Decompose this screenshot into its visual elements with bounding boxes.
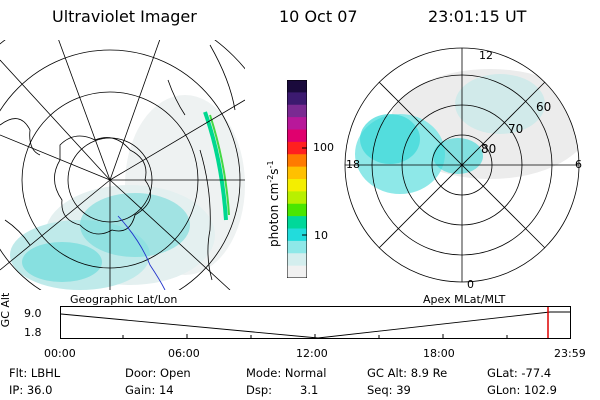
instrument-title: Ultraviolet Imager: [52, 7, 197, 26]
info-glat: GLat: -77.4: [487, 366, 552, 380]
mlt-label-0: 0: [467, 278, 474, 289]
colorbar-band: [287, 104, 307, 118]
altitude-tick-high: 9.0: [24, 307, 42, 320]
time-tick-1800: 18:00: [423, 347, 455, 360]
colorbar-band: [287, 203, 307, 217]
colorbar-band: [287, 129, 307, 143]
time-label: 23:01:15 UT: [428, 7, 527, 26]
colorbar-band: [287, 216, 307, 230]
info-glon: GLon: 102.9: [487, 383, 557, 397]
lat-label-80: 80: [481, 142, 496, 156]
colorbar-band: [287, 179, 307, 192]
colorbar-band: [287, 166, 307, 180]
colorbar-tick-10: 10: [314, 229, 328, 242]
altitude-timeline: [60, 306, 571, 339]
colorbar-band: [287, 253, 307, 267]
info-seq: Seq: 39: [367, 383, 411, 397]
time-tick-1200: 12:00: [296, 347, 328, 360]
colorbar-band: [287, 80, 307, 93]
time-tick-0000: 00:00: [44, 347, 76, 360]
colorbar-band: [287, 92, 307, 106]
mlt-label-18: 18: [346, 158, 360, 171]
colorbar-band: [287, 141, 307, 155]
altitude-axis-title: GC Alt: [0, 292, 12, 328]
colorbar-band: [287, 265, 307, 278]
colorbar-band: [287, 191, 307, 205]
time-tick-0600: 06:00: [168, 347, 200, 360]
info-dsp-value: 3.1: [300, 383, 319, 397]
info-filter: Flt: LBHL: [9, 366, 61, 380]
lat-label-60: 60: [536, 100, 551, 114]
info-dsp-label: Dsp:: [246, 383, 273, 397]
info-gc-alt: GC Alt: 8.9 Re: [367, 366, 448, 380]
geographic-map: [0, 40, 245, 290]
intensity-colorbar: [287, 80, 307, 278]
apex-caption: Apex MLat/MLT: [423, 293, 506, 306]
colorbar-band: [287, 117, 307, 131]
lat-label-70: 70: [508, 122, 523, 136]
time-tick-2359: 23:59: [554, 347, 586, 360]
mlt-polar-plot: 12 18 6 0 80 70 60: [344, 47, 582, 289]
colorbar-band: [287, 228, 307, 242]
date-label: 10 Oct 07: [279, 7, 358, 26]
colorbar-band: [287, 240, 307, 254]
info-mode: Mode: Normal: [246, 366, 327, 380]
altitude-tick-low: 1.8: [24, 326, 42, 339]
info-door: Door: Open: [125, 366, 191, 380]
colorbar-band: [287, 154, 307, 168]
colorbar-tick-100: 100: [313, 141, 334, 154]
mlt-label-12: 12: [479, 49, 493, 62]
info-ip: IP: 36.0: [9, 383, 53, 397]
mlt-label-6: 6: [575, 158, 582, 171]
info-gain: Gain: 14: [125, 383, 174, 397]
geographic-caption: Geographic Lat/Lon: [70, 293, 178, 306]
